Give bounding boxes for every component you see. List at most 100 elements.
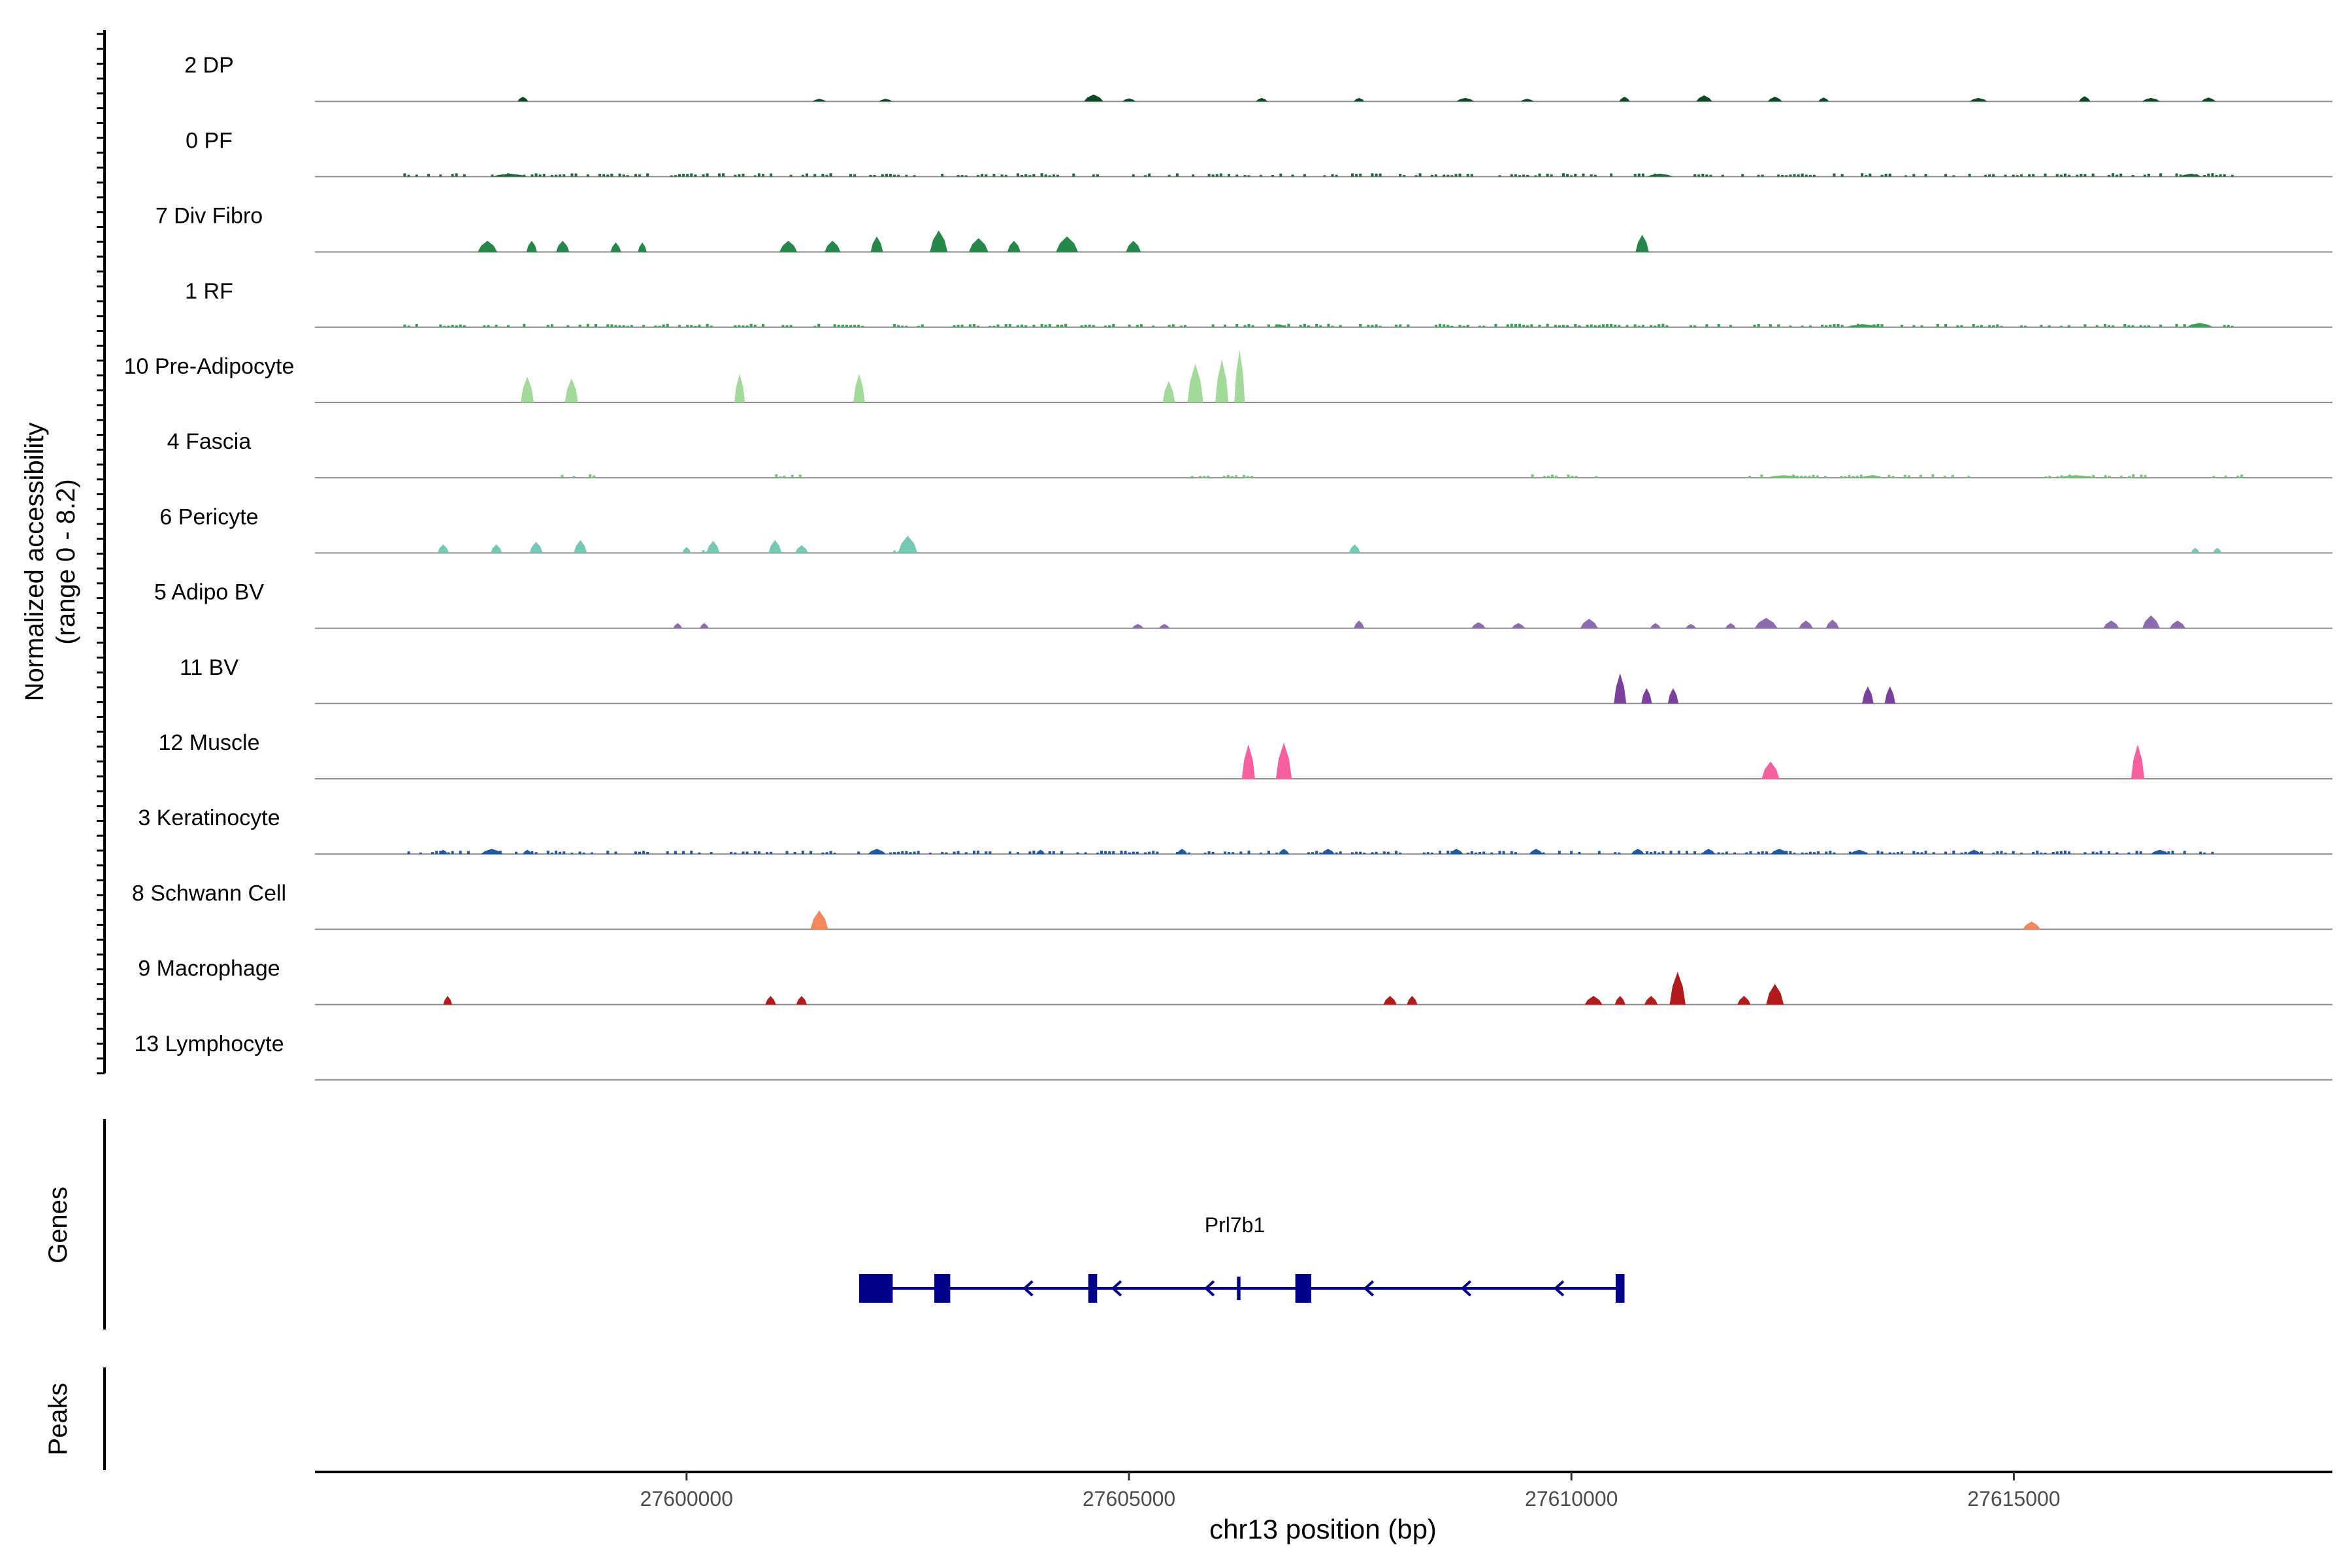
coverage-noise	[853, 174, 857, 177]
coverage-noise	[1371, 325, 1374, 327]
coverage-noise	[2240, 474, 2244, 478]
track: 7 Div Fibro	[155, 204, 2332, 253]
coverage-noise	[2207, 173, 2210, 177]
coverage-noise	[2215, 175, 2218, 177]
coverage-peak	[1650, 623, 1661, 629]
coverage-noise	[1551, 474, 1554, 478]
coverage-noise	[893, 323, 896, 327]
coverage-noise	[793, 851, 796, 855]
coverage-noise	[1076, 852, 1079, 855]
coverage-peak	[779, 240, 798, 252]
track: 6 Pericyte	[159, 504, 2332, 554]
coverage-noise	[825, 174, 828, 177]
coverage-peak	[1456, 97, 1475, 102]
coverage-noise	[738, 325, 741, 327]
coverage-noise	[897, 325, 900, 327]
coverage-noise	[1375, 173, 1378, 177]
coverage-noise	[1514, 852, 1517, 855]
coverage-peak	[1696, 95, 1712, 102]
coverage-noise	[1709, 174, 1712, 177]
coverage-noise	[1816, 475, 1819, 478]
coverage-noise	[1912, 851, 1916, 855]
coverage-noise	[638, 174, 642, 177]
coverage-noise	[1876, 323, 1880, 327]
coverage-noise	[1566, 174, 1569, 177]
coverage-noise	[1844, 476, 1847, 478]
coverage-noise	[1980, 851, 1983, 855]
coverage-noise	[1363, 853, 1366, 855]
coverage-noise	[1812, 474, 1815, 478]
coverage-peak	[930, 230, 948, 252]
coverage-noise	[1000, 174, 1004, 177]
coverage-noise	[2083, 852, 2087, 855]
coverage-peak	[1766, 983, 1784, 1005]
coverage-peak	[1967, 849, 1981, 855]
track-label: 9 Macrophage	[138, 956, 280, 981]
coverage-noise	[1510, 851, 1513, 855]
coverage-noise	[1546, 476, 1550, 478]
coverage-noise	[1234, 475, 1237, 478]
coverage-noise	[1443, 174, 1446, 177]
coverage-noise	[1645, 851, 1648, 855]
coverage-noise	[833, 853, 836, 855]
coverage-noise	[678, 325, 681, 327]
coverage-noise	[1912, 325, 1916, 327]
coverage-noise	[1223, 851, 1226, 855]
coverage-noise	[2068, 174, 2071, 177]
coverage-noise	[1650, 851, 1653, 855]
coverage-noise	[913, 175, 916, 177]
coverage-noise	[1168, 325, 1171, 327]
track: 1 RF	[185, 279, 2332, 328]
coverage-noise	[1546, 173, 1549, 177]
coverage-noise	[1582, 173, 1585, 177]
coverage-noise	[1156, 851, 1159, 855]
coverage-noise	[2230, 174, 2234, 177]
coverage-noise	[1733, 852, 1737, 855]
coverage-noise	[2044, 853, 2047, 855]
coverage-noise	[977, 851, 980, 855]
coverage-noise	[1888, 852, 1891, 855]
coverage-noise	[1207, 475, 1210, 478]
coverage-noise	[1562, 173, 1565, 177]
coverage-noise	[1833, 173, 1836, 177]
coverage-noise	[646, 173, 649, 177]
coverage-noise	[2040, 325, 2043, 327]
coverage-noise	[2055, 851, 2059, 855]
coverage-noise	[1614, 324, 1617, 327]
coverage-noise	[1522, 325, 1526, 327]
coverage-noise	[1976, 325, 1979, 327]
coverage-noise	[1534, 175, 1537, 177]
coverage-noise	[781, 325, 785, 327]
coverage-noise	[2028, 174, 2031, 177]
coverage-noise	[2223, 325, 2226, 327]
coverage-noise	[837, 325, 840, 327]
coverage-noise	[1474, 852, 1477, 855]
gene-exon	[1615, 1274, 1625, 1303]
coverage-noise	[1132, 174, 1135, 177]
coverage-noise	[1331, 174, 1334, 177]
coverage-noise	[1837, 323, 1840, 327]
coverage-noise	[1323, 175, 1326, 177]
coverage-noise	[1359, 173, 1362, 177]
coverage-noise	[561, 475, 564, 478]
coverage-noise	[821, 174, 825, 177]
coverage-noise	[1777, 174, 1780, 177]
coverage-peak	[517, 96, 529, 102]
coverage-noise	[2131, 325, 2134, 327]
coverage-noise	[1291, 174, 1294, 177]
coverage-noise	[1956, 325, 1959, 327]
coverage-noise	[1199, 476, 1202, 478]
coverage-noise	[1439, 851, 1442, 855]
coverage-noise	[1315, 851, 1318, 855]
coverage-peak	[1584, 996, 1603, 1005]
coverage-noise	[1725, 851, 1728, 855]
coverage-noise	[761, 323, 764, 327]
coverage-noise	[614, 851, 617, 855]
coverage-peak	[968, 238, 988, 252]
coverage-noise	[2092, 475, 2095, 478]
coverage-noise	[443, 325, 446, 327]
coverage-noise	[1207, 851, 1211, 855]
coverage-noise	[1303, 323, 1306, 327]
coverage-noise	[1641, 173, 1644, 177]
coverage-noise	[1887, 474, 1891, 478]
